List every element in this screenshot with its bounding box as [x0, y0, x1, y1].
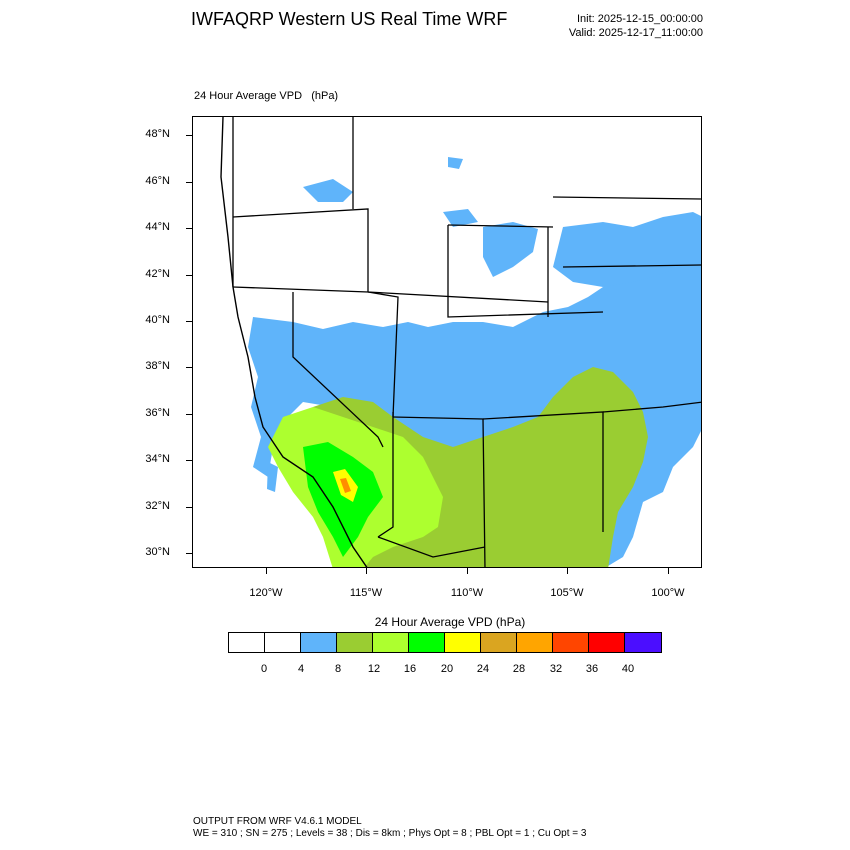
colorbar-box [589, 633, 625, 652]
lon-label: 115°W [349, 587, 383, 599]
lon-label: 100°W [651, 587, 685, 599]
lon-label: 105°W [550, 587, 584, 599]
lat-tick [186, 414, 192, 415]
colorbar-box [517, 633, 553, 652]
lat-label: 46°N [145, 175, 170, 187]
model-info-line-1: OUTPUT FROM WRF V4.6.1 MODEL [193, 816, 362, 827]
colorbar-title: 24 Hour Average VPD (hPa) [374, 615, 526, 629]
lat-label: 36°N [145, 407, 170, 419]
colorbar-box [481, 633, 517, 652]
colorbar-box [625, 633, 661, 652]
lon-label: 110°W [450, 587, 484, 599]
colorbar-label: 24 [476, 663, 490, 675]
colorbar-box [373, 633, 409, 652]
lon-tick [668, 568, 669, 574]
model-info-line-2: WE = 310 ; SN = 275 ; Levels = 38 ; Dis … [193, 828, 587, 839]
colorbar-box [445, 633, 481, 652]
colorbar-label: 32 [549, 663, 563, 675]
lon-tick [567, 568, 568, 574]
init-time: Init: 2025-12-15_00:00:00 [577, 13, 703, 25]
map-canvas [220, 117, 701, 567]
lat-tick [186, 367, 192, 368]
lon-tick [366, 568, 367, 574]
colorbar-box [229, 633, 265, 652]
lat-tick [186, 507, 192, 508]
lat-label: 40°N [145, 314, 170, 326]
lat-label: 42°N [145, 268, 170, 280]
colorbar-label: 36 [585, 663, 599, 675]
lat-label: 38°N [145, 360, 170, 372]
colorbar-label: 16 [403, 663, 417, 675]
colorbar [228, 632, 662, 653]
lat-label: 44°N [145, 221, 170, 233]
colorbar-box [553, 633, 589, 652]
vpd-hotspot-region [333, 469, 358, 502]
lat-tick [186, 321, 192, 322]
valid-time: Valid: 2025-12-17_11:00:00 [568, 27, 703, 39]
colorbar-label: 4 [297, 663, 305, 675]
colorbar-label: 20 [440, 663, 454, 675]
lon-label: 120°W [249, 587, 283, 599]
lat-label: 34°N [145, 453, 170, 465]
lat-label: 32°N [145, 500, 170, 512]
lon-tick [266, 568, 267, 574]
colorbar-box [337, 633, 373, 652]
colorbar-box [265, 633, 301, 652]
lat-tick [186, 228, 192, 229]
lat-tick [186, 275, 192, 276]
lat-label: 48°N [145, 128, 170, 140]
lat-tick [186, 135, 192, 136]
colorbar-box [409, 633, 445, 652]
colorbar-label: 40 [621, 663, 635, 675]
colorbar-box [301, 633, 337, 652]
coastline [220, 117, 368, 567]
colorbar-label: 8 [334, 663, 342, 675]
map-panel [192, 116, 702, 568]
model-info-footer: OUTPUT FROM WRF V4.6.1 MODEL WE = 310 ; … [193, 816, 586, 840]
colorbar-label: 0 [260, 663, 268, 675]
lat-tick [186, 553, 192, 554]
lat-tick [186, 182, 192, 183]
vpd-20-24-region [303, 442, 383, 557]
plot-title: IWFAQRP Western US Real Time WRF [191, 9, 508, 29]
lon-tick [467, 568, 468, 574]
colorbar-label: 12 [367, 663, 381, 675]
colorbar-label: 28 [512, 663, 526, 675]
lat-label: 30°N [145, 546, 170, 558]
state-boundaries [232, 117, 701, 567]
lat-tick [186, 460, 192, 461]
map-field-label: 24 Hour Average VPD (hPa) [194, 90, 339, 102]
